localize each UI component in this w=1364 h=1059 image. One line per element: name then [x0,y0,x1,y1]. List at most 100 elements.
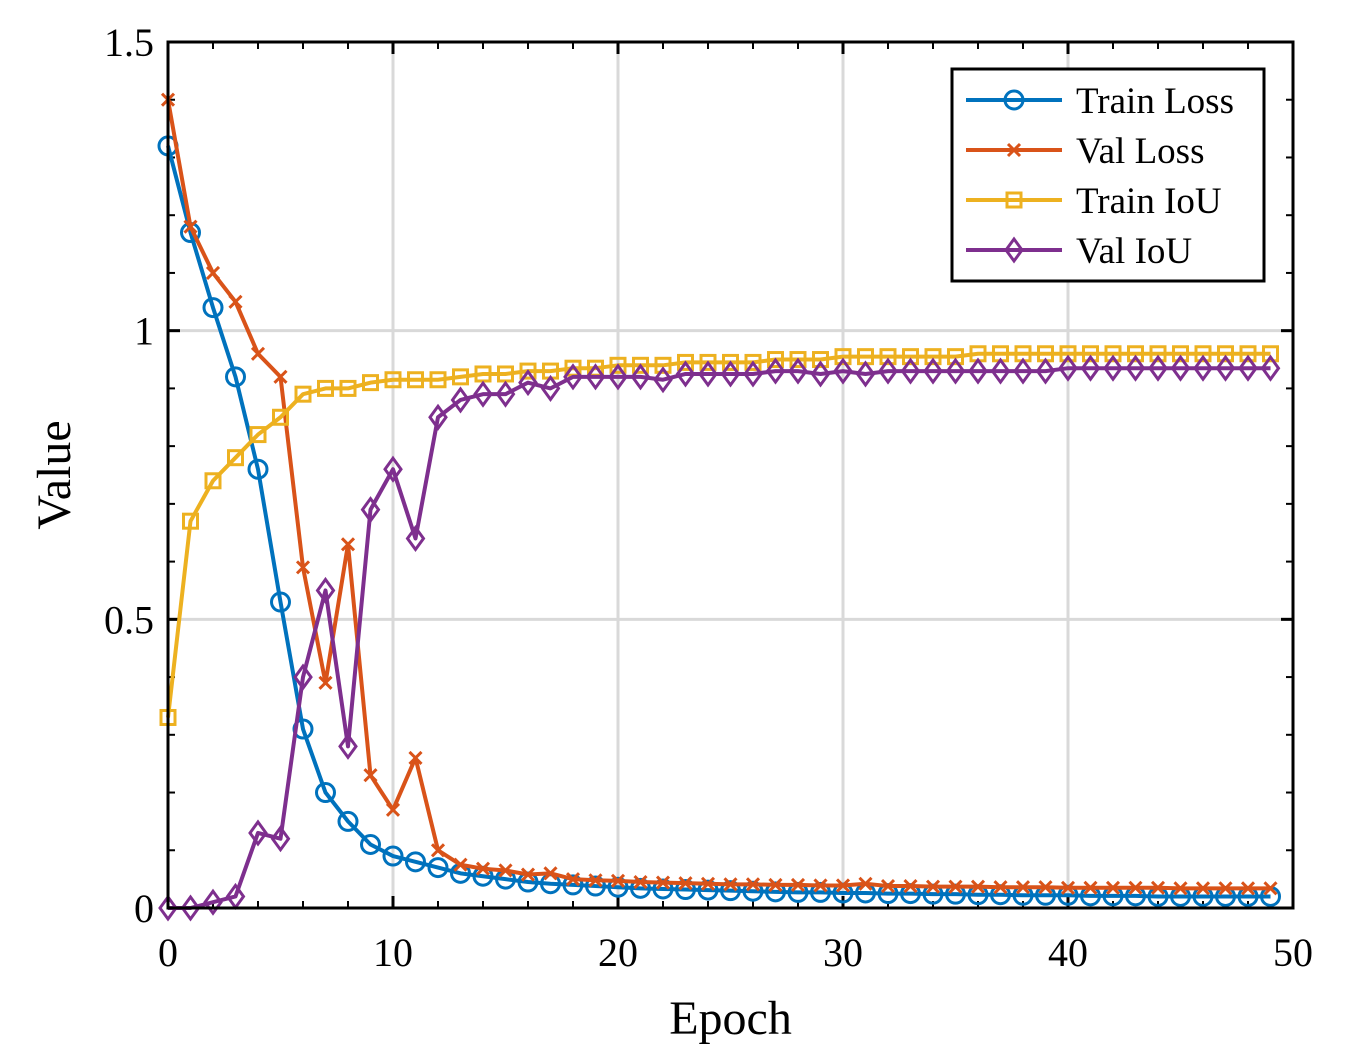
tick-labels: 0 10 20 30 40 50 0 0.5 1 1.5 [104,20,1313,975]
data-point-train-iou [227,449,244,467]
data-point-val-loss [475,861,491,876]
data-point-train-iou [182,512,199,530]
data-point-val-iou [495,380,516,408]
series-val-loss [160,92,1278,896]
data-point-val-iou [1148,354,1168,382]
data-point-train-iou [609,356,627,374]
series-val-iou [158,354,1281,922]
legend-marker-train-loss [1003,89,1025,111]
series-layer [157,92,1281,922]
legend-marker-train-iou [1005,191,1023,209]
data-point-train-iou [429,371,447,389]
data-point-train-loss [202,297,224,319]
data-point-train-iou [519,362,537,380]
data-point-val-loss [903,879,918,894]
data-point-val-iou [878,357,898,385]
data-point-val-iou [1193,354,1213,382]
x-tick-label: 40 [1048,930,1088,975]
data-point-train-iou [902,348,919,366]
data-point-val-iou [450,386,471,414]
y-tick-label: 0.5 [104,597,154,642]
data-point-train-iou [384,371,402,389]
data-point-val-iou [968,357,988,385]
data-point-train-iou [654,356,672,374]
data-point-val-iou [720,360,741,388]
data-point-val-loss [790,877,806,892]
legend-label-val-loss: Val Loss [1076,131,1204,172]
data-point-val-iou [158,894,178,922]
data-point-train-iou [339,379,357,397]
x-tick-label: 30 [823,930,863,975]
data-point-val-loss [970,879,986,894]
data-point-val-loss [633,874,648,890]
data-point-val-iou [540,374,561,402]
data-point-val-loss [655,875,671,890]
data-point-val-loss [880,879,896,894]
data-point-train-iou [407,371,424,389]
legend-label-train-loss: Train Loss [1076,81,1234,122]
data-point-val-iou [1238,354,1258,382]
data-point-val-iou [810,360,831,388]
data-point-train-loss [607,876,629,898]
data-point-train-iou [1127,345,1144,363]
data-point-train-iou [1239,345,1257,363]
data-point-train-iou [1059,345,1077,363]
data-point-val-loss [543,866,558,881]
data-point-train-iou [1262,345,1279,363]
x-axis-title: Epoch [669,992,792,1045]
data-point-train-loss [315,782,336,804]
series-line-train-loss [166,145,1271,899]
data-point-train-iou [699,353,717,371]
data-point-val-iou [203,888,223,916]
data-point-val-iou [405,524,426,553]
data-point-val-iou [1013,357,1033,385]
data-point-val-iou [518,369,538,397]
data-point-train-iou [834,348,852,366]
data-point-val-loss [520,867,536,882]
data-point-val-loss [768,877,783,892]
data-point-val-loss [228,294,243,309]
data-point-val-loss [565,872,581,887]
data-point-val-loss [745,877,761,892]
data-point-val-loss [273,369,288,384]
data-point-val-loss [948,879,963,894]
data-point-val-loss [723,877,738,892]
data-point-train-loss [720,880,741,902]
data-point-val-loss [813,878,828,893]
data-point-val-iou [608,363,628,391]
data-point-train-loss [585,875,606,897]
series-line-val-iou [168,366,1271,910]
data-point-train-loss [405,851,426,873]
data-point-val-iou [765,357,786,385]
x-tick-label: 0 [158,930,178,975]
data-point-val-iou [360,496,381,524]
data-point-train-iou [362,374,379,392]
series-line-train-iou [166,351,1271,718]
data-point-train-iou [767,351,784,369]
series-line-val-loss [166,99,1271,891]
data-point-val-loss [183,219,198,234]
data-point-train-iou [677,353,694,371]
data-point-val-loss [1218,881,1233,896]
series-train-iou [159,345,1279,726]
data-point-val-iou [315,576,336,605]
data-point-train-iou [924,348,942,366]
data-point-train-iou [204,472,222,490]
data-point-val-iou [1058,354,1078,382]
data-point-val-loss [250,346,266,361]
data-point-val-iou [855,360,876,388]
legend-label-val-iou: Val IoU [1076,231,1192,272]
data-point-train-iou [744,353,762,371]
data-point-val-loss [610,873,626,888]
data-point-train-iou [879,348,897,366]
data-point-train-loss [270,591,291,613]
data-point-val-loss [318,675,333,690]
data-point-val-loss [835,878,851,893]
data-point-val-iou [788,357,808,385]
data-point-train-iou [317,379,334,397]
data-point-val-loss [1150,880,1166,895]
data-point-val-iou [1170,354,1191,382]
x-tick-label: 20 [598,930,638,975]
data-point-val-loss [385,802,401,817]
